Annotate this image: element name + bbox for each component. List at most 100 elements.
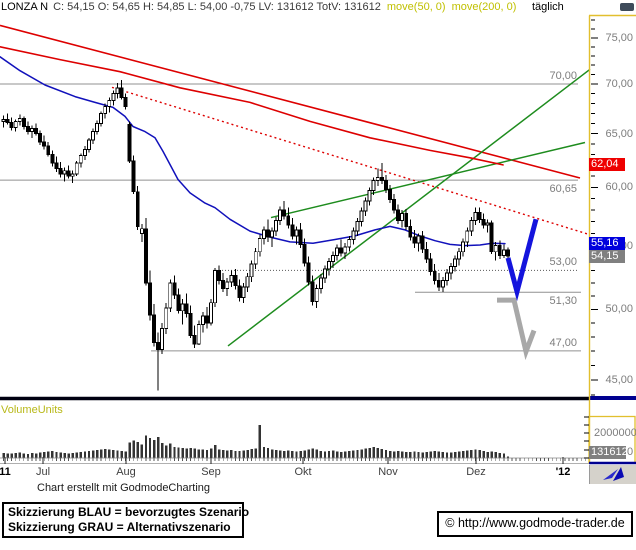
- volume-bar: [34, 453, 38, 458]
- candle-body: [318, 277, 323, 289]
- volume-bar: [494, 452, 498, 458]
- volume-bar: [270, 449, 274, 458]
- volume-bar: [26, 453, 30, 458]
- volume-bar: [205, 449, 209, 458]
- volume-bar: [156, 436, 160, 458]
- candle-body: [25, 126, 30, 133]
- candle-body: [46, 145, 51, 156]
- candle-body: [107, 100, 112, 107]
- volume-bar: [344, 451, 347, 458]
- volume-bar: [165, 445, 168, 458]
- candle-body: [396, 209, 401, 221]
- candle-body: [294, 229, 299, 237]
- candle-body: [188, 313, 193, 336]
- volume-bar: [462, 450, 465, 458]
- volume-bar: [47, 451, 50, 458]
- candle-body: [160, 328, 165, 350]
- candle-body: [21, 117, 26, 127]
- window-control-icon[interactable]: [620, 3, 634, 11]
- preferred-scenario-blue: [505, 218, 539, 302]
- candle-body: [143, 228, 148, 284]
- candle-body: [306, 262, 311, 283]
- candle-body: [131, 160, 136, 193]
- indicator-ma50-label: move(50, 0): [386, 1, 446, 13]
- resistance-red-solid: [0, 24, 581, 179]
- candle-body: [322, 268, 327, 279]
- volume-bar: [63, 452, 66, 458]
- volume-bar: [409, 452, 412, 458]
- candle-body: [310, 281, 315, 302]
- candle-body: [278, 209, 283, 221]
- volume-bar: [140, 444, 144, 458]
- volume-bar: [185, 448, 188, 458]
- volume-bar: [303, 450, 306, 458]
- candle-body: [428, 258, 433, 273]
- volume-bar: [405, 451, 408, 458]
- candle-body: [50, 154, 55, 164]
- volume-bar: [67, 453, 70, 458]
- candles-layer: [1, 80, 510, 391]
- trend-green-shallow: [270, 141, 586, 219]
- chart-credit-text: Chart erstellt mit GodmodeCharting: [37, 482, 211, 494]
- candle-body: [213, 269, 217, 304]
- volume-bar: [340, 451, 343, 458]
- volume-bar: [372, 447, 375, 458]
- candle-body: [229, 275, 234, 283]
- volume-bar: [209, 448, 213, 458]
- volume-bar: [14, 453, 18, 458]
- indicator-ma200-label: move(200, 0): [451, 1, 517, 13]
- scenario-legend-box: Skizzierung BLAU = bevorzugtes Szenario …: [2, 502, 249, 538]
- candle-body: [241, 286, 246, 298]
- volume-bar: [136, 441, 140, 458]
- volume-bar: [283, 451, 286, 458]
- volume-bar: [311, 448, 314, 458]
- volume-bar: [108, 449, 111, 458]
- candle-body: [375, 176, 380, 182]
- candle-body: [359, 210, 364, 223]
- candle-body: [282, 209, 287, 217]
- candle-body: [457, 251, 462, 260]
- candle-body: [326, 261, 331, 270]
- volume-bar: [266, 447, 270, 458]
- candle-body: [432, 271, 437, 282]
- candle-body: [249, 263, 254, 278]
- volume-bar: [392, 451, 396, 458]
- candle-body: [265, 229, 270, 238]
- candle-body: [74, 162, 79, 175]
- volume-bar: [490, 451, 493, 458]
- volume-bar: [189, 447, 192, 458]
- candle-body: [119, 87, 124, 98]
- candle-body: [505, 249, 510, 257]
- volume-bar: [201, 449, 205, 458]
- volume-bar: [437, 451, 441, 458]
- volume-bar: [319, 451, 323, 458]
- copyright-url[interactable]: © http://www.godmode-trader.de: [437, 511, 633, 537]
- volume-bar: [55, 452, 58, 458]
- volume-axis-zero-label: 0: [627, 446, 634, 458]
- trendlines-layer: [0, 24, 591, 347]
- candle-body: [335, 247, 340, 256]
- candle-body: [1, 118, 6, 122]
- volume-bar: [348, 451, 351, 458]
- candle-body: [78, 155, 83, 164]
- candle-body: [62, 170, 67, 175]
- candle-body: [103, 105, 108, 114]
- volume-bar: [234, 450, 237, 458]
- candle-body: [440, 280, 445, 288]
- volume-bar: [104, 448, 107, 458]
- volume-bar: [250, 449, 253, 458]
- candle-body: [363, 200, 368, 212]
- volume-bar: [388, 450, 392, 458]
- volume-axis-max-label: 2000000: [594, 427, 636, 439]
- volume-bar: [10, 453, 13, 458]
- volume-bar: [43, 452, 46, 458]
- candle-body: [253, 251, 258, 265]
- timeframe-selector[interactable]: täglich: [532, 1, 564, 13]
- candle-body: [383, 180, 388, 190]
- candle-body: [217, 269, 222, 282]
- candle-body: [351, 230, 356, 240]
- volume-bar: [254, 448, 258, 458]
- volume-bar: [274, 450, 278, 458]
- volume-bar: [421, 452, 424, 458]
